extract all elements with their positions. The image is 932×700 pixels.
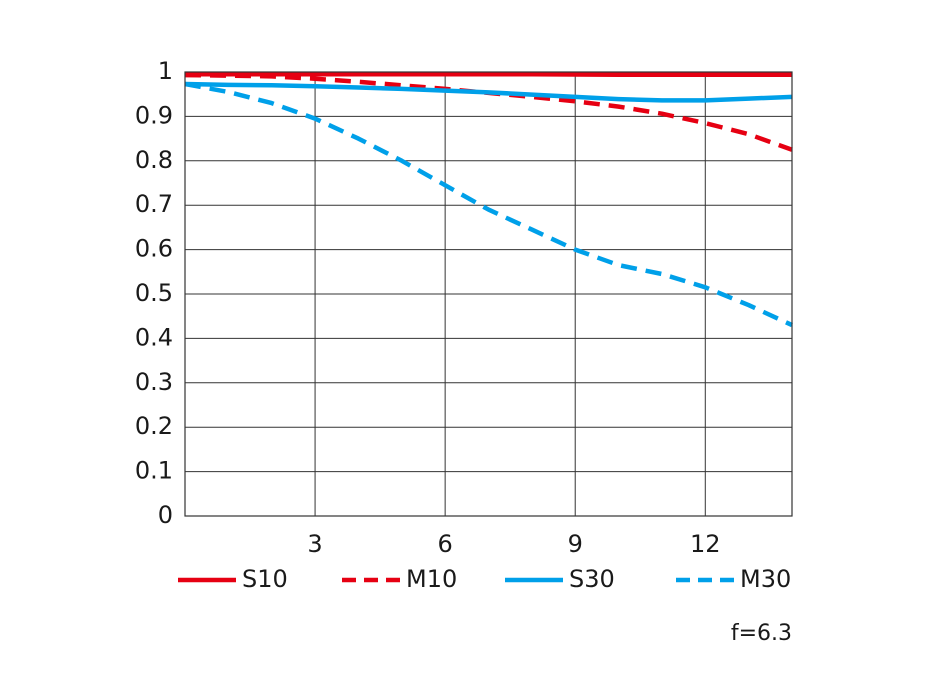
series-S10 (185, 71, 792, 77)
y-tick-label: 0.2 (135, 412, 173, 440)
x-tick-label: 12 (690, 530, 721, 558)
y-tick-label: 0.5 (135, 279, 173, 307)
legend-item-M10: M10 (342, 565, 457, 593)
legend-label-M10: M10 (406, 565, 457, 593)
legend-label-S10: S10 (242, 565, 288, 593)
x-axis-ticks: 3 6 9 12 (307, 530, 720, 558)
legend-item-M30: M30 (676, 565, 791, 593)
x-tick-label: 9 (568, 530, 583, 558)
aperture-note: f=6.3 (731, 621, 792, 646)
legend-label-M30: M30 (740, 565, 791, 593)
series-line-S10 (185, 71, 792, 77)
y-tick-label: 0.7 (135, 190, 173, 218)
y-tick-label: 0.4 (135, 323, 173, 351)
y-tick-label: 0.6 (135, 235, 173, 263)
grid-layer (185, 71, 792, 517)
y-tick-label: 0.8 (135, 146, 173, 174)
series-line-M30 (184, 81, 793, 328)
series-layer (184, 71, 793, 328)
x-tick-label: 6 (438, 530, 453, 558)
y-axis-ticks: 0 0.1 0.2 0.3 0.4 0.5 0.6 0.7 0.8 0.9 1 (135, 57, 173, 529)
legend: S10 M10 S30 M30 (178, 565, 791, 593)
plot-border (184, 71, 793, 517)
y-tick-label: 0 (158, 501, 173, 529)
series-S30 (184, 81, 793, 103)
legend-item-S30: S30 (505, 565, 615, 593)
series-M30 (184, 81, 793, 328)
legend-label-S30: S30 (569, 565, 615, 593)
y-tick-label: 0.9 (135, 101, 173, 129)
y-tick-label: 0.1 (135, 457, 173, 485)
legend-item-S10: S10 (178, 565, 288, 593)
y-tick-label: 1 (158, 57, 173, 85)
y-tick-label: 0.3 (135, 368, 173, 396)
plot-frame (184, 71, 793, 517)
series-line-S30 (184, 81, 793, 103)
x-tick-label: 3 (307, 530, 322, 558)
